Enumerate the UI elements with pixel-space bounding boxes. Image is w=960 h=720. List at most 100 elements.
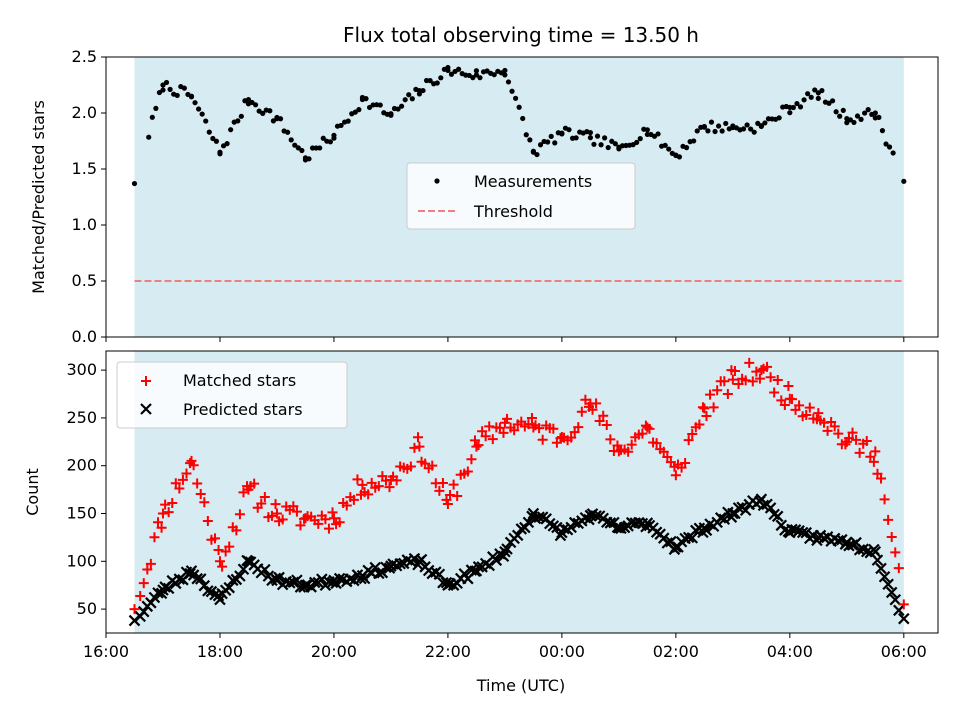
matched-star-point	[487, 434, 498, 445]
predicted-star-point	[755, 493, 768, 505]
measurement-point	[299, 147, 305, 154]
predicted-star-point	[714, 512, 727, 524]
predicted-star-point	[385, 560, 397, 572]
measurement-point	[317, 145, 323, 151]
measurement-point	[146, 134, 152, 140]
measurement-point	[837, 113, 843, 119]
measurement-point	[331, 132, 337, 138]
matched-star-point	[585, 398, 596, 409]
matched-star-point	[498, 427, 509, 438]
measurement-point	[434, 80, 440, 86]
matched-star-point	[384, 482, 395, 493]
predicted-star-point	[470, 565, 483, 577]
matched-star-point	[566, 432, 577, 443]
measurement-point	[787, 104, 793, 110]
matched-star-point	[601, 420, 612, 431]
matched-star-point	[170, 478, 181, 489]
matched-star-point	[870, 446, 881, 457]
predicted-star-point	[556, 526, 568, 539]
matched-star-point	[357, 479, 368, 490]
matched-star-point	[149, 532, 160, 543]
measurement-point	[673, 152, 679, 159]
matched-star-point	[573, 422, 584, 433]
matched-star-point	[213, 545, 224, 556]
measurement-point	[833, 109, 839, 115]
legend-marker-measurements	[434, 178, 440, 184]
predicted-star-point	[259, 563, 271, 576]
measurement-point	[228, 127, 234, 133]
measurement-point	[238, 113, 244, 119]
matched-star-point	[466, 454, 477, 465]
predicted-star-point	[483, 559, 496, 572]
matched-star-point	[833, 428, 844, 439]
matched-star-point	[352, 474, 363, 485]
matched-star-point	[623, 446, 634, 457]
measurement-point	[886, 144, 893, 150]
matched-star-point	[701, 410, 712, 421]
measurement-point	[545, 139, 551, 145]
matched-star-point	[576, 406, 587, 417]
matched-star-point	[722, 388, 733, 399]
matched-star-point	[769, 387, 780, 398]
predicted-star-point	[869, 545, 882, 558]
measurement-point	[655, 131, 661, 137]
measurement-point	[491, 72, 497, 78]
measurement-point	[801, 97, 807, 103]
predicted-star-point	[128, 614, 141, 627]
predicted-star-point	[871, 554, 884, 566]
measurement-point	[502, 67, 508, 74]
measurement-point	[213, 138, 220, 144]
measurement-point	[174, 92, 180, 99]
predicted-star-point	[234, 570, 246, 582]
matched-star-point	[637, 428, 648, 439]
matched-star-point	[861, 435, 872, 446]
matched-star-point	[363, 489, 374, 500]
measurement-point	[188, 93, 195, 99]
matched-star-point	[587, 404, 598, 415]
plot-frame	[105, 56, 939, 338]
measurement-point	[477, 75, 483, 81]
matched-star-point	[605, 434, 616, 445]
y-tick-label: 50	[77, 599, 97, 618]
measurement-point	[456, 66, 462, 72]
matched-star-point	[385, 475, 396, 486]
predicted-star-point	[145, 597, 157, 609]
matched-star-point	[865, 451, 876, 462]
measurement-point	[797, 104, 804, 110]
matched-star-point	[537, 434, 548, 445]
predicted-star-point	[299, 579, 312, 591]
predicted-star-point	[308, 576, 321, 589]
measurement-point	[473, 72, 480, 78]
predicted-star-point	[882, 578, 894, 591]
measurement-point	[666, 146, 672, 152]
measurement-point	[691, 138, 697, 144]
matched-star-point	[177, 474, 188, 485]
predicted-star-point	[412, 559, 424, 571]
predicted-star-point	[194, 573, 207, 585]
matched-star-point	[670, 470, 681, 481]
matched-star-point	[779, 400, 790, 411]
measurement-point	[252, 102, 259, 108]
predicted-star-point	[376, 566, 389, 579]
measurement-point	[723, 120, 729, 127]
predicted-star-point	[718, 513, 731, 526]
measurement-point	[812, 87, 818, 93]
measurement-point	[399, 103, 405, 109]
predicted-star-point	[584, 509, 597, 522]
matched-star-point	[199, 497, 210, 508]
matched-star-point	[224, 541, 235, 552]
measurement-point	[160, 82, 166, 88]
measurement-point	[309, 145, 316, 151]
matched-star-point	[680, 458, 691, 469]
matched-star-point	[445, 489, 456, 500]
x-tick-label: 22:00	[425, 642, 471, 661]
measurement-point	[345, 118, 351, 124]
matched-star-point	[822, 425, 833, 436]
bottom-y-axis-label: Count	[23, 468, 42, 516]
matched-star-point	[509, 425, 520, 436]
measurement-point	[359, 96, 366, 103]
measurement-point	[530, 149, 536, 155]
measurement-point	[708, 119, 715, 125]
measurement-point	[395, 106, 401, 112]
ratio-legend: Measurements Threshold	[406, 162, 636, 230]
